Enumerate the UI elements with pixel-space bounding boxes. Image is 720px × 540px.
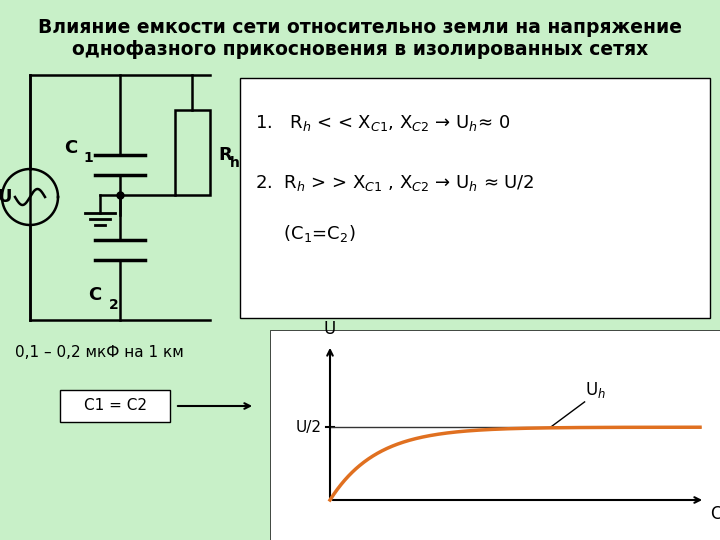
Bar	[240, 78, 710, 318]
Text: U: U	[324, 320, 336, 338]
Text: 2.  R$_h$ > > X$_{C1}$ , X$_{C2}$ → U$_h$ ≈ U/2: 2. R$_h$ > > X$_{C1}$ , X$_{C2}$ → U$_h$…	[255, 173, 534, 193]
Text: C: C	[89, 286, 102, 304]
Text: 1: 1	[83, 151, 93, 165]
Text: C1 = C2: C1 = C2	[84, 399, 146, 414]
Text: C: C	[710, 505, 720, 523]
Text: однофазного прикосновения в изолированных сетях: однофазного прикосновения в изолированны…	[72, 40, 648, 59]
Bar	[60, 390, 170, 422]
Text: h: h	[230, 156, 240, 170]
Text: U: U	[0, 188, 12, 206]
Bar	[175, 110, 210, 195]
Text: (C$_1$=C$_2$): (C$_1$=C$_2$)	[255, 222, 356, 244]
Text: 2: 2	[109, 298, 119, 312]
Text: Влияние емкости сети относительно земли на напряжение: Влияние емкости сети относительно земли …	[38, 18, 682, 37]
Text: 1.   R$_h$ < < X$_{C1}$, X$_{C2}$ → U$_h$≈ 0: 1. R$_h$ < < X$_{C1}$, X$_{C2}$ → U$_h$≈…	[255, 113, 510, 133]
Text: 0,1 – 0,2 мкФ на 1 км: 0,1 – 0,2 мкФ на 1 км	[15, 345, 184, 360]
Text: U$_h$: U$_h$	[585, 380, 606, 400]
Bar	[270, 330, 720, 540]
Text: R: R	[218, 146, 232, 164]
Text: C: C	[64, 139, 77, 157]
Text: U/2: U/2	[296, 420, 322, 435]
